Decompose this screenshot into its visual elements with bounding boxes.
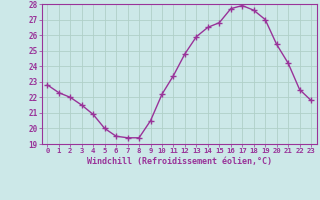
X-axis label: Windchill (Refroidissement éolien,°C): Windchill (Refroidissement éolien,°C) [87,157,272,166]
